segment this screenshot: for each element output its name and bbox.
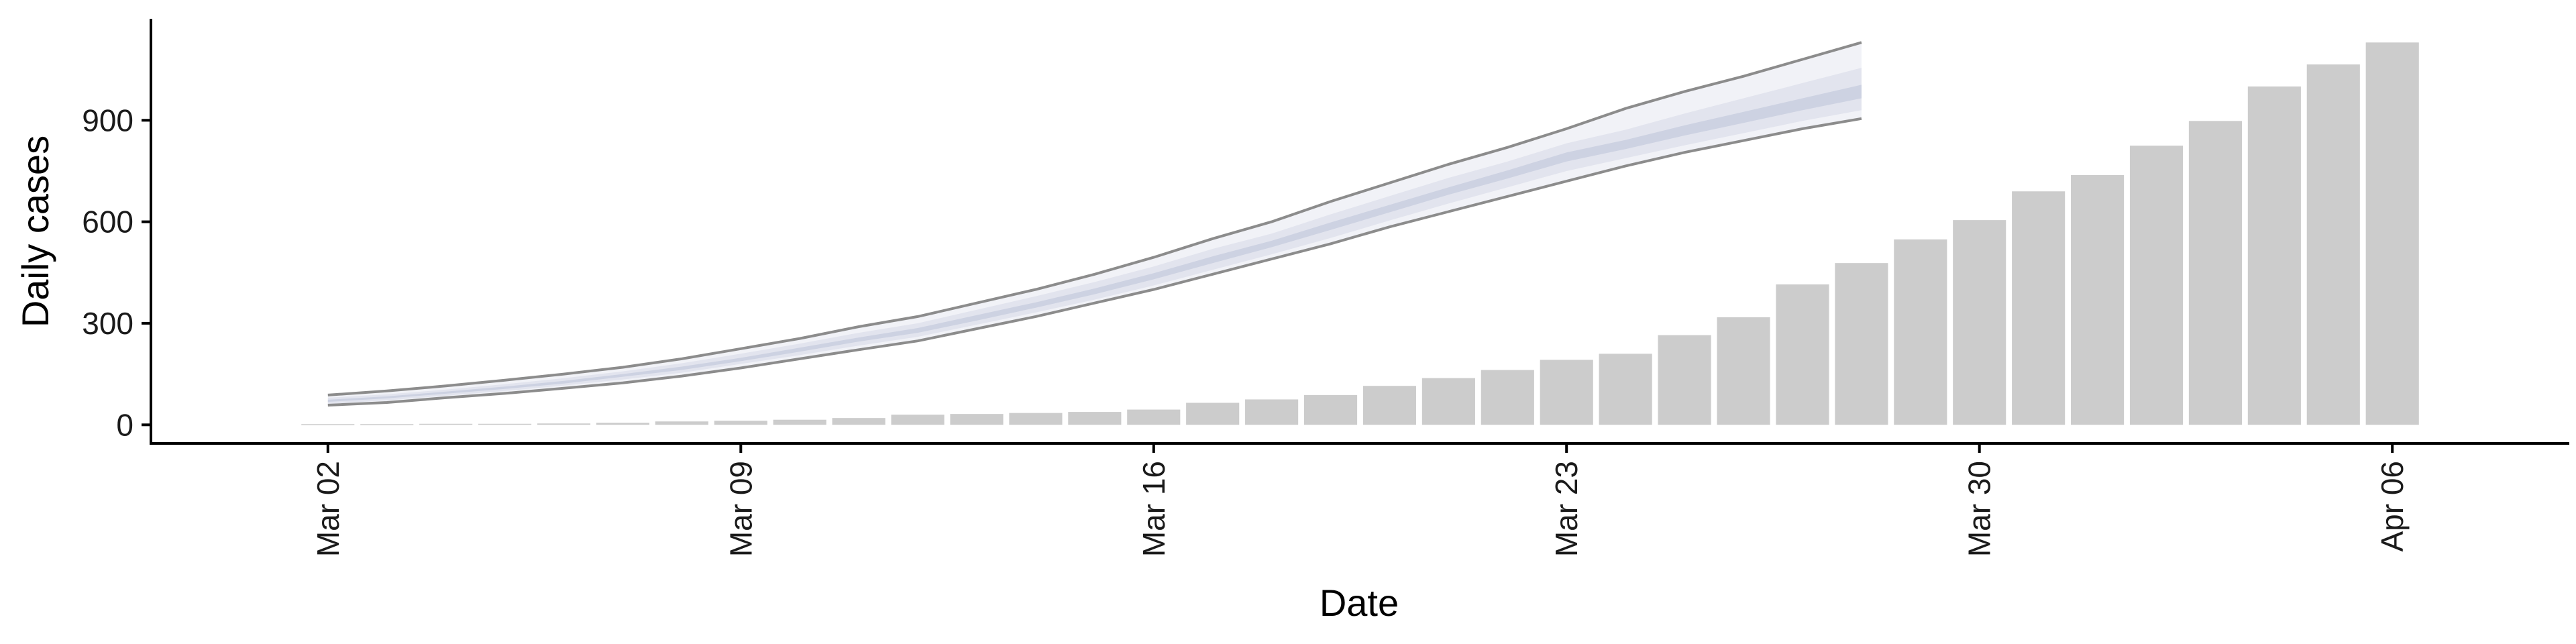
case-bar: [1068, 412, 1122, 425]
case-bar: [2071, 175, 2125, 425]
case-bar: [714, 421, 767, 425]
case-bar: [1717, 317, 1770, 425]
case-bar: [537, 423, 591, 425]
y-axis-ticks: 0 300 600 900: [82, 103, 151, 442]
case-bar: [2365, 42, 2419, 425]
case-bar: [1421, 378, 1475, 425]
case-bar: [478, 423, 532, 425]
case-bar: [301, 424, 355, 425]
case-bar: [773, 419, 826, 425]
case-bar: [1245, 399, 1299, 425]
x-tick-label: Mar 23: [1549, 461, 1584, 557]
y-tick-label: 300: [82, 306, 133, 341]
axes: [150, 19, 2569, 445]
case-bar: [1303, 394, 1358, 425]
case-bar: [419, 423, 473, 425]
nowcast-band-90: [327, 42, 1862, 406]
case-bar: [1127, 409, 1181, 425]
case-bar: [1658, 335, 1711, 425]
case-bar: [891, 415, 945, 425]
x-tick-label: Mar 02: [311, 461, 345, 557]
case-bar: [2012, 191, 2065, 425]
case-bar: [1186, 402, 1240, 425]
case-bar: [2129, 146, 2184, 425]
case-bar: [360, 424, 414, 425]
case-bar: [2188, 121, 2242, 425]
case-bar: [1894, 239, 1947, 425]
y-tick-label: 0: [116, 407, 133, 442]
case-bar: [596, 423, 649, 425]
case-bar: [1540, 360, 1593, 425]
nowcast-bands: [327, 42, 1862, 406]
nowcast-upper-line: [327, 41, 1862, 396]
case-bar: [832, 418, 885, 425]
x-axis-ticks: Mar 02 Mar 09 Mar 16 Mar 23 Mar 30 Apr 06: [311, 443, 2410, 557]
case-bar: [1599, 354, 1652, 425]
y-tick-label: 900: [82, 103, 133, 138]
case-bar: [1776, 284, 1829, 425]
case-bar: [2247, 86, 2301, 425]
case-bar: [950, 414, 1004, 425]
y-tick-label: 600: [82, 205, 133, 239]
nowcast-lower-line: [327, 117, 1862, 407]
nowcast-bound-lines: [327, 41, 1862, 407]
x-tick-label: Mar 09: [723, 461, 758, 557]
x-tick-label: Apr 06: [2375, 461, 2410, 552]
case-bar: [1009, 413, 1063, 425]
daily-case-bars: [301, 42, 2419, 425]
x-axis-title: Date: [1320, 582, 1399, 624]
case-bar: [1835, 263, 1888, 425]
x-tick-label: Mar 16: [1136, 461, 1171, 557]
case-bar: [655, 421, 708, 425]
case-bar: [1481, 370, 1534, 425]
y-axis-title: Daily cases: [14, 136, 56, 327]
case-bar: [1362, 386, 1417, 425]
case-bar: [1953, 220, 2006, 425]
x-tick-label: Mar 30: [1962, 461, 1997, 557]
case-bar: [2306, 64, 2360, 425]
